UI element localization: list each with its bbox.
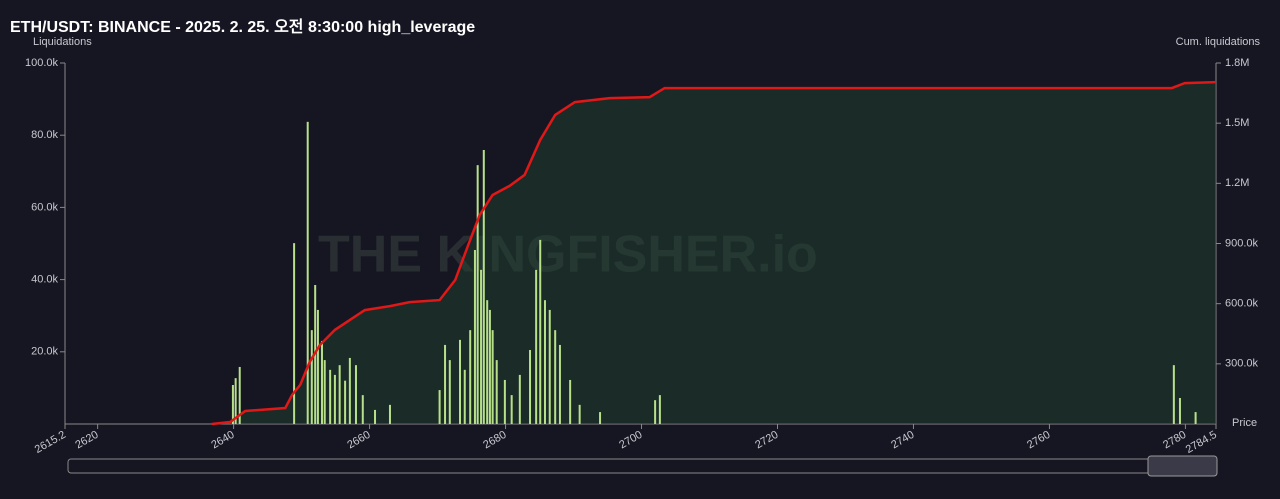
y-tick-label: 60.0k <box>31 201 58 213</box>
bar <box>306 121 309 424</box>
bar <box>469 330 472 424</box>
cum-area <box>211 82 1217 424</box>
x-tick-label: 2640 <box>209 429 236 452</box>
bar <box>323 360 326 424</box>
bar <box>438 390 441 424</box>
bar <box>333 374 336 424</box>
bar <box>329 369 332 424</box>
bar <box>238 366 241 424</box>
bar <box>535 269 538 424</box>
y2-tick-label: 900.0k <box>1225 237 1259 249</box>
bar <box>231 385 234 424</box>
bar <box>1172 365 1175 424</box>
bar <box>388 404 391 424</box>
bar <box>448 360 451 424</box>
y-axis-label: Liquidations <box>33 36 92 48</box>
bar <box>320 340 323 424</box>
bar <box>486 300 489 424</box>
y-tick-label: 40.0k <box>31 274 58 286</box>
bar <box>293 243 296 424</box>
y-tick-label: 20.0k <box>31 346 58 358</box>
bar <box>354 365 357 424</box>
bar <box>374 409 377 424</box>
x-tick-label: 2700 <box>617 429 644 452</box>
bar <box>458 339 461 424</box>
bar <box>1178 398 1181 424</box>
chart-title: ETH/USDT: BINANCE - 2025. 2. 25. 오전 8:30… <box>10 18 475 36</box>
bar <box>480 269 483 424</box>
bar <box>234 378 237 424</box>
scroll-handle[interactable] <box>1147 455 1218 477</box>
x-tick-label: 2620 <box>73 429 100 452</box>
watermark: THE KINGFISHER.io <box>318 226 818 284</box>
bar <box>558 344 561 424</box>
bar <box>473 249 476 424</box>
y-tick-label: 80.0k <box>31 129 58 141</box>
bar <box>463 369 466 424</box>
x-tick-label: 2740 <box>889 429 916 452</box>
bar <box>491 330 494 424</box>
x-tick-label: 2680 <box>481 429 508 452</box>
bar <box>310 330 313 424</box>
bar <box>488 309 491 424</box>
y2-tick-label: 300.0k <box>1225 358 1259 370</box>
x-axis-label: Price <box>1232 417 1257 429</box>
scrollbar[interactable] <box>67 458 1218 474</box>
bar <box>539 239 542 424</box>
bar <box>569 379 572 424</box>
y2-tick-label: 1.2M <box>1225 177 1249 189</box>
y-tick-label: 100.0k <box>25 57 59 69</box>
y2-tick-label: 1.5M <box>1225 117 1249 129</box>
bar <box>361 395 364 424</box>
bar <box>482 150 485 424</box>
bar <box>495 360 498 424</box>
bar <box>599 412 602 424</box>
y2-tick-label: 600.0k <box>1225 298 1259 310</box>
x-tick-label: 2660 <box>345 429 372 452</box>
bar <box>344 380 347 424</box>
bar <box>518 374 521 424</box>
bar <box>658 395 661 424</box>
x-tick-label: 2615.2 <box>33 429 68 456</box>
bar <box>316 309 319 424</box>
bar <box>503 379 506 424</box>
y2-tick-label: 1.8M <box>1225 57 1249 69</box>
bar <box>548 309 551 424</box>
bar <box>510 395 513 424</box>
bar <box>554 330 557 424</box>
bar <box>444 344 447 424</box>
bar <box>1194 412 1197 424</box>
bar <box>529 349 532 424</box>
y2-axis-label: Cum. liquidations <box>1176 36 1261 48</box>
bar <box>348 357 351 424</box>
x-tick-label: 2760 <box>1025 429 1052 452</box>
x-tick-label: 2720 <box>753 429 780 452</box>
bar <box>654 400 657 424</box>
cum-line <box>211 80 1217 426</box>
bar <box>476 165 479 424</box>
bar <box>338 365 341 424</box>
bar <box>578 404 581 424</box>
bar <box>543 300 546 424</box>
x-tick-label: 2784.5 <box>1184 429 1219 456</box>
